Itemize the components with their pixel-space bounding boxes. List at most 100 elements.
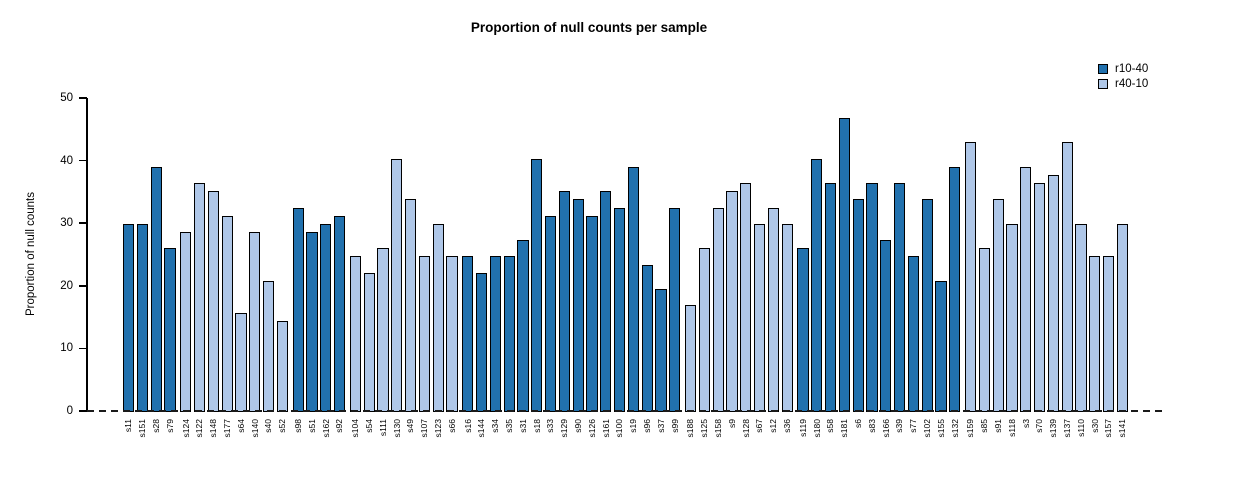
x-tick-label: s159 [965, 419, 976, 438]
x-tick-label-wrap: s51 [306, 419, 317, 433]
x-tick-label-wrap: s128 [740, 419, 751, 437]
x-tick-label-wrap: s9 [726, 419, 737, 428]
y-tick-label: 20 [60, 279, 73, 292]
x-tick-label: s180 [811, 419, 822, 438]
x-tick-label-wrap: s180 [811, 419, 822, 437]
x-tick-label-wrap: s166 [880, 419, 891, 437]
bar-s19 [627, 166, 639, 412]
x-tick-label: s58 [825, 419, 836, 433]
x-tick-label: s6 [852, 419, 863, 428]
x-tick-label: s137 [1061, 419, 1072, 438]
bar-s180 [811, 158, 823, 412]
x-tick-label-wrap: s144 [476, 419, 487, 437]
x-tick-label: s30 [1089, 419, 1100, 433]
bar-s54 [363, 272, 375, 412]
x-tick-label: s90 [572, 419, 583, 433]
y-axis-tick [79, 222, 87, 224]
bar-s159 [965, 142, 977, 412]
x-tick-label: s67 [754, 419, 765, 433]
x-tick-label-wrap: s64 [235, 419, 246, 433]
y-axis-title-text: Proportion of null counts [25, 192, 37, 317]
bar-s181 [838, 118, 850, 412]
x-tick-label-wrap: s83 [866, 419, 877, 433]
x-tick-label: s98 [292, 419, 303, 433]
bar-s40 [263, 280, 275, 412]
bar-s90 [572, 199, 584, 412]
bar-s91 [992, 199, 1004, 412]
bar-s77 [907, 256, 919, 412]
x-tick-label-wrap: s99 [669, 419, 680, 433]
x-tick-label-wrap: s70 [1034, 419, 1045, 433]
x-tick-label-wrap: s67 [754, 419, 765, 433]
bar-s6 [852, 199, 864, 412]
bar-s122 [194, 183, 206, 412]
bar-s110 [1075, 223, 1087, 412]
x-tick-label-wrap: s90 [573, 419, 584, 433]
x-tick-label-wrap: s181 [839, 419, 850, 437]
x-tick-label: s126 [586, 419, 597, 438]
x-tick-label: s162 [320, 419, 331, 438]
x-tick-label: s54 [363, 419, 374, 433]
x-tick-label-wrap: s125 [699, 419, 710, 437]
bar-s161 [600, 191, 612, 412]
legend-item-r10-40: r10-40 [1098, 61, 1148, 76]
bar-s132 [949, 166, 961, 412]
x-tick-label: s28 [150, 419, 161, 433]
x-tick-label-wrap: s126 [586, 419, 597, 437]
x-tick-label: s110 [1075, 419, 1086, 437]
x-tick-label: s39 [894, 419, 905, 433]
x-tick-label: s107 [419, 419, 430, 438]
y-axis-title: Proportion of null counts [24, 98, 38, 411]
bar-s148 [207, 191, 219, 412]
bar-s34 [489, 256, 501, 412]
x-tick-label: s31 [517, 419, 528, 433]
bar-s31 [517, 240, 529, 412]
x-tick-label: s40 [263, 419, 274, 433]
x-tick-label-wrap: s104 [350, 419, 361, 437]
x-tick-label-wrap: s157 [1103, 419, 1114, 437]
bar-s12 [767, 207, 779, 412]
chart-title: Proportion of null counts per sample [470, 20, 708, 35]
x-tick-label-wrap: s124 [180, 419, 191, 437]
bar-s124 [180, 231, 192, 412]
x-tick-label: s141 [1117, 419, 1128, 438]
x-tick-label-wrap: s35 [504, 419, 515, 433]
x-tick-label: s52 [277, 419, 288, 433]
x-tick-label: s119 [797, 419, 808, 437]
x-tick-label: s102 [921, 419, 932, 438]
bar-s33 [545, 215, 557, 412]
bar-s107 [418, 256, 430, 412]
x-tick-label-wrap: s107 [419, 419, 430, 437]
x-tick-label-wrap: s148 [208, 419, 219, 437]
x-tick-label: s140 [249, 419, 260, 438]
x-tick-label: s66 [446, 419, 457, 433]
x-tick-label-wrap: s110 [1075, 419, 1086, 437]
x-tick-label: s3 [1020, 419, 1031, 428]
x-tick-label-wrap: s52 [277, 419, 288, 433]
bar-s130 [391, 158, 403, 412]
y-axis-tick [79, 347, 87, 350]
x-tick-label: s148 [208, 419, 219, 438]
x-tick-label-wrap: s12 [768, 419, 779, 433]
x-tick-label-wrap: s123 [433, 419, 444, 437]
bar-s49 [405, 199, 417, 412]
y-axis-tick [79, 97, 87, 99]
x-tick-label: s70 [1034, 419, 1045, 433]
x-tick-label-wrap: s66 [446, 419, 457, 433]
bar-s83 [866, 183, 878, 412]
x-tick-label: s49 [405, 419, 416, 433]
bar-s51 [306, 231, 318, 412]
x-tick-label-wrap: s28 [151, 419, 162, 433]
bar-s66 [446, 256, 458, 412]
bar-s111 [377, 248, 389, 412]
x-tick-label-wrap: s118 [1006, 419, 1017, 437]
bar-s118 [1006, 223, 1018, 412]
x-tick-label: s130 [391, 419, 402, 438]
bar-s3 [1020, 166, 1032, 412]
y-axis-tick [79, 159, 87, 162]
bar-s18 [531, 158, 543, 412]
bar-s37 [655, 288, 667, 412]
x-tick-label: s16 [462, 419, 473, 433]
x-tick-label: s144 [476, 419, 487, 438]
bar-s52 [276, 321, 288, 412]
